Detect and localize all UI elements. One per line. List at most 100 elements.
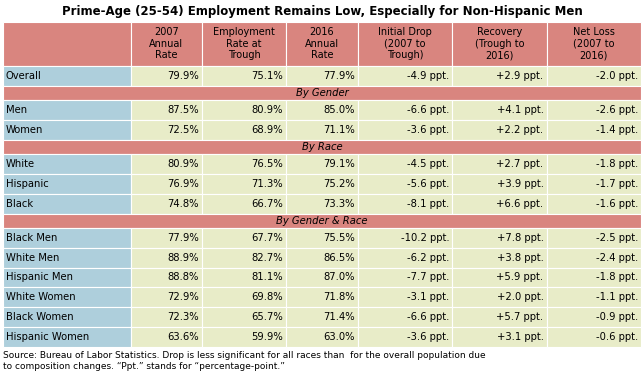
Text: +3.9 ppt.: +3.9 ppt. — [497, 179, 544, 189]
Bar — [357, 228, 452, 247]
Bar — [131, 247, 202, 268]
Bar — [452, 120, 547, 139]
Bar — [202, 287, 287, 307]
Text: +2.2 ppt.: +2.2 ppt. — [497, 125, 544, 135]
Text: 81.1%: 81.1% — [252, 273, 283, 282]
Text: -1.1 ppt.: -1.1 ppt. — [596, 292, 638, 302]
Bar — [287, 287, 357, 307]
Text: 73.3%: 73.3% — [323, 199, 355, 208]
Text: 2007
Annual
Rate: 2007 Annual Rate — [149, 27, 184, 61]
Bar — [131, 66, 202, 86]
Text: 80.9%: 80.9% — [167, 159, 199, 169]
Text: -3.6 ppt.: -3.6 ppt. — [407, 125, 449, 135]
Text: Recovery
(Trough to
2016): Recovery (Trough to 2016) — [475, 27, 524, 61]
Bar — [547, 268, 641, 287]
Text: +6.6 ppt.: +6.6 ppt. — [497, 199, 544, 208]
Bar — [202, 154, 287, 174]
Text: -2.6 ppt.: -2.6 ppt. — [596, 105, 638, 115]
Text: 59.9%: 59.9% — [252, 332, 283, 342]
Text: -8.1 ppt.: -8.1 ppt. — [407, 199, 449, 208]
Text: 77.9%: 77.9% — [167, 233, 199, 243]
Bar — [287, 307, 357, 327]
Text: -1.8 ppt.: -1.8 ppt. — [596, 159, 638, 169]
Text: 86.5%: 86.5% — [323, 253, 355, 263]
Text: 87.5%: 87.5% — [167, 105, 199, 115]
Bar — [452, 307, 547, 327]
Text: Hispanic Men: Hispanic Men — [6, 273, 73, 282]
Text: White Men: White Men — [6, 253, 59, 263]
Bar — [547, 247, 641, 268]
Text: Black: Black — [6, 199, 33, 208]
Text: White: White — [6, 159, 35, 169]
Text: Source: Bureau of Labor Statistics. Drop is less significant for all races than : Source: Bureau of Labor Statistics. Drop… — [3, 351, 486, 371]
Text: 75.2%: 75.2% — [323, 179, 355, 189]
Text: 88.8%: 88.8% — [167, 273, 199, 282]
Text: +2.0 ppt.: +2.0 ppt. — [497, 292, 544, 302]
Bar — [131, 327, 202, 347]
Text: -1.7 ppt.: -1.7 ppt. — [596, 179, 638, 189]
Bar — [452, 327, 547, 347]
Text: +2.9 ppt.: +2.9 ppt. — [497, 70, 544, 81]
Bar — [3, 86, 641, 100]
Text: Women: Women — [6, 125, 43, 135]
Text: 67.7%: 67.7% — [252, 233, 283, 243]
Text: Black Women: Black Women — [6, 312, 73, 322]
Text: +4.1 ppt.: +4.1 ppt. — [497, 105, 544, 115]
Bar — [202, 247, 287, 268]
Bar — [547, 120, 641, 139]
Bar — [202, 22, 287, 66]
Bar — [131, 307, 202, 327]
Text: 75.5%: 75.5% — [323, 233, 355, 243]
Text: 71.1%: 71.1% — [323, 125, 355, 135]
Text: Hispanic: Hispanic — [6, 179, 49, 189]
Text: -0.6 ppt.: -0.6 ppt. — [596, 332, 638, 342]
Bar — [287, 268, 357, 287]
Bar — [202, 174, 287, 194]
Bar — [547, 154, 641, 174]
Text: +3.1 ppt.: +3.1 ppt. — [497, 332, 544, 342]
Text: +5.7 ppt.: +5.7 ppt. — [497, 312, 544, 322]
Text: By Gender: By Gender — [296, 88, 348, 98]
Bar — [452, 154, 547, 174]
Text: 71.4%: 71.4% — [323, 312, 355, 322]
Text: 72.3%: 72.3% — [167, 312, 199, 322]
Text: Men: Men — [6, 105, 27, 115]
Text: 88.9%: 88.9% — [167, 253, 199, 263]
Text: -1.8 ppt.: -1.8 ppt. — [596, 273, 638, 282]
Bar — [357, 174, 452, 194]
Text: -6.2 ppt.: -6.2 ppt. — [407, 253, 449, 263]
Bar — [452, 287, 547, 307]
Text: +2.7 ppt.: +2.7 ppt. — [497, 159, 544, 169]
Text: 75.1%: 75.1% — [252, 70, 283, 81]
Text: -7.7 ppt.: -7.7 ppt. — [407, 273, 449, 282]
Bar — [547, 66, 641, 86]
Text: Hispanic Women: Hispanic Women — [6, 332, 90, 342]
Text: White Women: White Women — [6, 292, 75, 302]
Bar — [452, 66, 547, 86]
Text: 82.7%: 82.7% — [252, 253, 283, 263]
Text: 79.9%: 79.9% — [167, 70, 199, 81]
Bar — [3, 66, 131, 86]
Text: 68.9%: 68.9% — [252, 125, 283, 135]
Bar — [357, 327, 452, 347]
Text: 72.9%: 72.9% — [167, 292, 199, 302]
Text: Net Loss
(2007 to
2016): Net Loss (2007 to 2016) — [573, 27, 615, 61]
Text: Employment
Rate at
Trough: Employment Rate at Trough — [213, 27, 275, 61]
Text: -1.6 ppt.: -1.6 ppt. — [596, 199, 638, 208]
Bar — [202, 194, 287, 213]
Bar — [547, 327, 641, 347]
Bar — [3, 327, 131, 347]
Text: -0.9 ppt.: -0.9 ppt. — [596, 312, 638, 322]
Bar — [131, 287, 202, 307]
Bar — [131, 194, 202, 213]
Bar — [131, 228, 202, 247]
Text: 74.8%: 74.8% — [167, 199, 199, 208]
Text: 65.7%: 65.7% — [252, 312, 283, 322]
Text: Initial Drop
(2007 to
Trough): Initial Drop (2007 to Trough) — [378, 27, 432, 61]
Bar — [202, 120, 287, 139]
Bar — [357, 194, 452, 213]
Bar — [202, 66, 287, 86]
Text: +3.8 ppt.: +3.8 ppt. — [497, 253, 544, 263]
Bar — [3, 194, 131, 213]
Bar — [202, 327, 287, 347]
